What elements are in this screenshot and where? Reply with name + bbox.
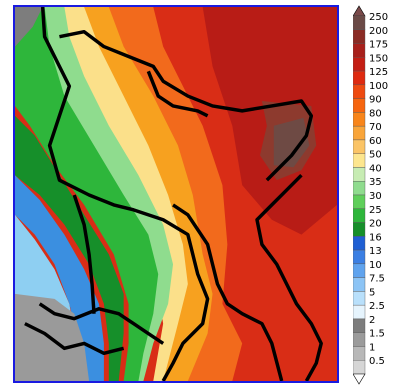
legend-swatch	[353, 125, 366, 141]
legend-tick-label: 175	[369, 40, 388, 51]
legend-tick-label: 5	[369, 287, 375, 298]
legend-tick-label: 0.5	[369, 356, 385, 367]
legend-tick-label: 200	[369, 26, 388, 37]
legend-tick-label: 60	[369, 136, 382, 147]
map-region-darkgreen	[15, 115, 124, 381]
legend-swatch	[353, 222, 366, 237]
legend-swatch	[353, 236, 366, 251]
legend-tick-label: 2.5	[369, 301, 385, 312]
legend-tick-label: 90	[369, 95, 382, 106]
legend-tick-label: 150	[369, 53, 388, 64]
legend-swatch	[353, 57, 366, 72]
legend-tick-label: 1	[369, 342, 375, 353]
legend-swatch	[353, 304, 366, 320]
precipitation-map	[13, 5, 339, 383]
legend-swatch	[353, 112, 366, 127]
legend-tick-label: 1.5	[369, 329, 385, 340]
legend-swatch	[353, 98, 366, 113]
legend-swatch	[353, 181, 366, 196]
boundary-south	[38, 302, 165, 345]
legend-min-arrow	[353, 373, 366, 385]
boundary-west-interior	[72, 194, 96, 314]
legend-swatch	[353, 15, 366, 30]
legend-swatch	[353, 153, 366, 168]
legend-swatch	[353, 332, 366, 347]
legend-tick-label: 80	[369, 108, 382, 119]
legend-svg: 2502001751501251009080706050403530252016…	[353, 5, 388, 385]
legend-tick-label: 10	[369, 260, 382, 271]
legend-tick-label: 125	[369, 67, 388, 78]
legend-tick-label: 2	[369, 315, 375, 326]
legend-tick-label: 50	[369, 150, 382, 161]
legend-tick-label: 25	[369, 205, 382, 216]
legend-tick-label: 20	[369, 219, 382, 230]
map-region-peak-core	[273, 117, 310, 168]
color-legend: 250 200 175 150 125 100 90 80 70 60 50 40 35 30 25 20 16…	[353, 4, 409, 386]
legend-swatch	[353, 263, 366, 278]
boundary-north	[59, 30, 314, 182]
legend-tick-label: 250	[369, 12, 388, 23]
boundary-inner	[172, 203, 284, 381]
legend-swatch	[353, 70, 366, 86]
legend-swatch	[353, 277, 366, 292]
legend-tick-label: 40	[369, 163, 382, 174]
map-canvas	[15, 7, 337, 381]
legend-swatch	[353, 167, 366, 182]
boundary-central	[146, 70, 209, 118]
legend-swatch	[353, 208, 366, 223]
legend-swatch	[353, 139, 366, 154]
legend-tick-label: 13	[369, 246, 382, 257]
legend-swatch	[353, 291, 366, 306]
legend-tick-label: 70	[369, 122, 382, 133]
boundary-east	[255, 173, 323, 381]
legend-swatch	[353, 318, 366, 333]
legend-tick-label: 35	[369, 177, 382, 188]
legend-swatch	[353, 346, 366, 361]
legend-swatch	[353, 43, 366, 58]
legend-tick-label: 16	[369, 232, 382, 243]
legend-swatch	[353, 194, 366, 209]
map-region-topleft-gray	[15, 7, 43, 47]
legend-tick-label: 100	[369, 81, 388, 92]
legend-tick-label: 7.5	[369, 274, 385, 285]
boundary-southwest	[24, 322, 125, 356]
legend-max-arrow	[353, 5, 366, 17]
boundary-coast	[40, 7, 210, 381]
legend-swatch	[353, 84, 366, 99]
boundary-lines	[24, 7, 323, 381]
legend-tick-label: 30	[369, 191, 382, 202]
map-region-blue	[15, 175, 104, 381]
legend-swatch	[353, 29, 366, 44]
legend-swatch	[353, 360, 366, 375]
legend-swatch	[353, 249, 366, 265]
